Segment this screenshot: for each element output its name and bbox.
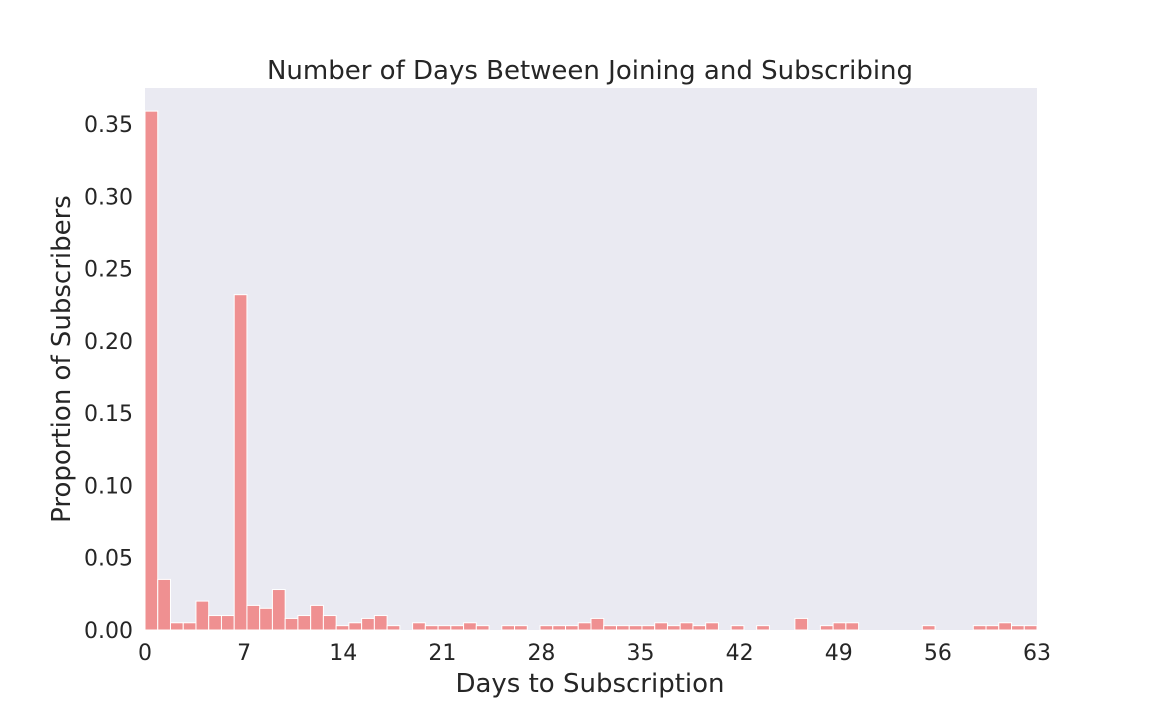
- x-tick-label: 63: [1023, 641, 1051, 666]
- y-tick-label: 0.05: [84, 547, 133, 572]
- histogram-bar: [437, 625, 452, 631]
- histogram-bar: [972, 625, 987, 631]
- histogram-bar: [412, 622, 426, 631]
- histogram-bar: [144, 110, 159, 631]
- histogram-bar: [603, 625, 617, 631]
- histogram-bar: [297, 615, 312, 631]
- histogram-bar: [373, 615, 388, 631]
- histogram-bar: [705, 622, 719, 631]
- histogram-bar: [666, 625, 681, 631]
- histogram-bar: [552, 625, 567, 631]
- histogram-bar: [284, 617, 299, 631]
- x-tick-label: 42: [726, 641, 754, 666]
- histogram-bar: [475, 625, 490, 631]
- histogram-bar: [845, 622, 860, 631]
- histogram-bar: [819, 625, 834, 631]
- histogram-bar: [590, 617, 605, 631]
- x-tick-label: 56: [924, 641, 952, 666]
- histogram-bar: [1011, 625, 1025, 631]
- y-axis-ticks: 0.00 0.05 0.10 0.15 0.20 0.25 0.30 0.35: [84, 113, 133, 644]
- histogram-bar: [182, 622, 197, 631]
- x-tick-label: 21: [428, 641, 456, 666]
- histogram-bar: [424, 625, 439, 631]
- histogram-bar: [322, 615, 337, 631]
- histogram-bar: [794, 617, 809, 631]
- histogram-bar: [271, 589, 286, 631]
- histogram-bar: [641, 625, 656, 631]
- histogram-bar: [628, 625, 643, 631]
- histogram-bar: [450, 625, 465, 631]
- x-tick-label: 49: [825, 641, 853, 666]
- histogram-bar: [679, 622, 694, 631]
- y-tick-label: 0.20: [84, 330, 133, 355]
- histogram-bar: [615, 625, 630, 631]
- y-axis-label: Proportion of Subscribers: [47, 195, 77, 523]
- x-axis-ticks: 0 7 14 21 28 35 42 49 56 63: [138, 641, 1051, 666]
- histogram-bar: [386, 625, 401, 631]
- histogram-bar: [195, 600, 210, 631]
- histogram-bar: [233, 294, 248, 631]
- histogram-bar: [169, 622, 184, 631]
- histogram-bar: [654, 622, 668, 631]
- x-tick-label: 7: [237, 641, 251, 666]
- histogram-bar: [730, 625, 745, 631]
- y-tick-label: 0.15: [84, 402, 133, 427]
- histogram-bar: [985, 625, 1000, 631]
- y-tick-label: 0.00: [84, 619, 133, 644]
- histogram-bar: [832, 622, 847, 631]
- y-tick-label: 0.25: [84, 258, 133, 283]
- y-tick-label: 0.30: [84, 185, 133, 210]
- histogram-bar: [539, 625, 554, 631]
- histogram-bar: [361, 617, 375, 631]
- chart-title: Number of Days Between Joining and Subsc…: [267, 56, 913, 86]
- histogram-bar: [756, 625, 770, 631]
- y-tick-label: 0.35: [84, 113, 133, 138]
- x-tick-label: 0: [138, 641, 152, 666]
- histogram-bar: [310, 604, 324, 631]
- histogram-bar: [335, 625, 350, 631]
- histogram-bar: [246, 604, 261, 631]
- plot-area: [145, 88, 1037, 630]
- bars-group: [144, 110, 1038, 631]
- x-tick-label: 28: [527, 641, 555, 666]
- x-tick-label: 14: [329, 641, 357, 666]
- y-tick-label: 0.10: [84, 474, 133, 499]
- x-tick-label: 35: [627, 641, 655, 666]
- histogram-bar: [501, 625, 516, 631]
- histogram-bar: [259, 607, 273, 631]
- histogram-bar: [220, 615, 235, 631]
- histogram-bar: [157, 578, 171, 631]
- histogram-bar: [998, 622, 1013, 631]
- x-axis-label: Days to Subscription: [455, 669, 724, 699]
- histogram-bar: [577, 622, 592, 631]
- histogram-bar: [692, 625, 707, 631]
- histogram-bar: [1023, 625, 1038, 631]
- histogram-bar: [208, 615, 222, 631]
- histogram-bar: [921, 625, 936, 631]
- histogram-bar: [348, 622, 363, 631]
- histogram-bar: [514, 625, 528, 631]
- histogram-bar: [565, 625, 579, 631]
- histogram-bar: [463, 622, 477, 631]
